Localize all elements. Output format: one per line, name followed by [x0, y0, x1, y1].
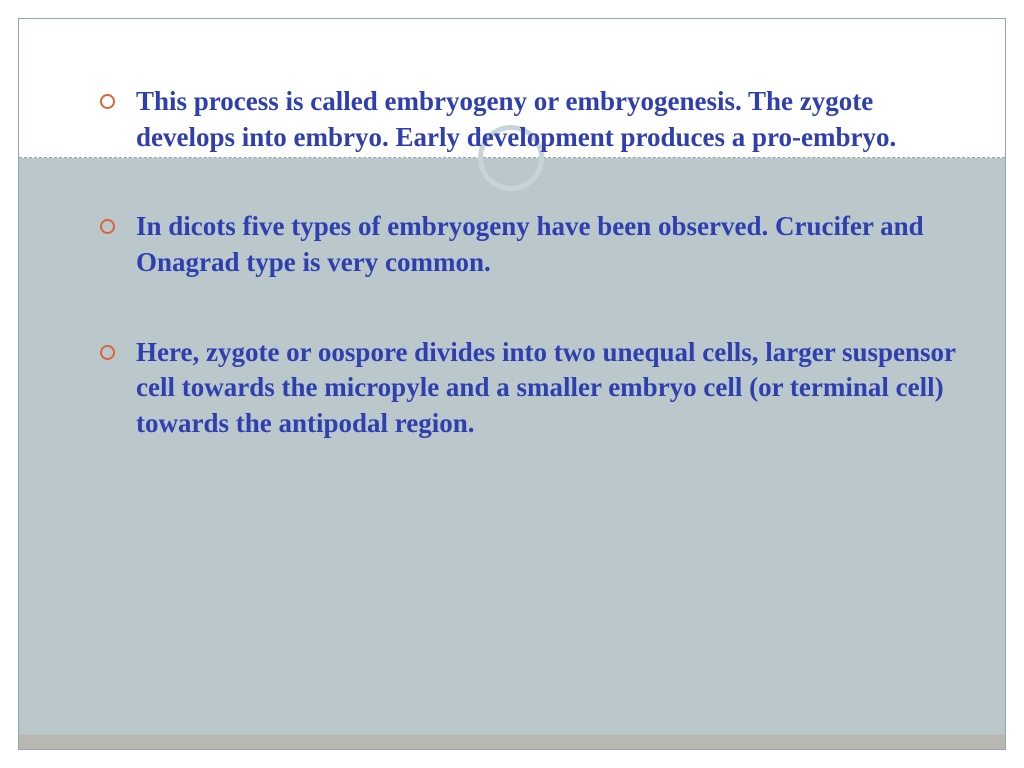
slide-bottom-bar	[19, 735, 1005, 749]
slide-content: This process is called embryogeny or emb…	[100, 84, 964, 495]
bullet-text: In dicots five types of embryogeny have …	[136, 211, 924, 277]
bullet-item: In dicots five types of embryogeny have …	[100, 209, 964, 280]
slide-container: This process is called embryogeny or emb…	[0, 0, 1024, 768]
bullet-item: Here, zygote or oospore divides into two…	[100, 335, 964, 442]
bullet-text: This process is called embryogeny or emb…	[136, 86, 896, 152]
bullet-item: This process is called embryogeny or emb…	[100, 84, 964, 155]
bullet-text: Here, zygote or oospore divides into two…	[136, 337, 956, 438]
